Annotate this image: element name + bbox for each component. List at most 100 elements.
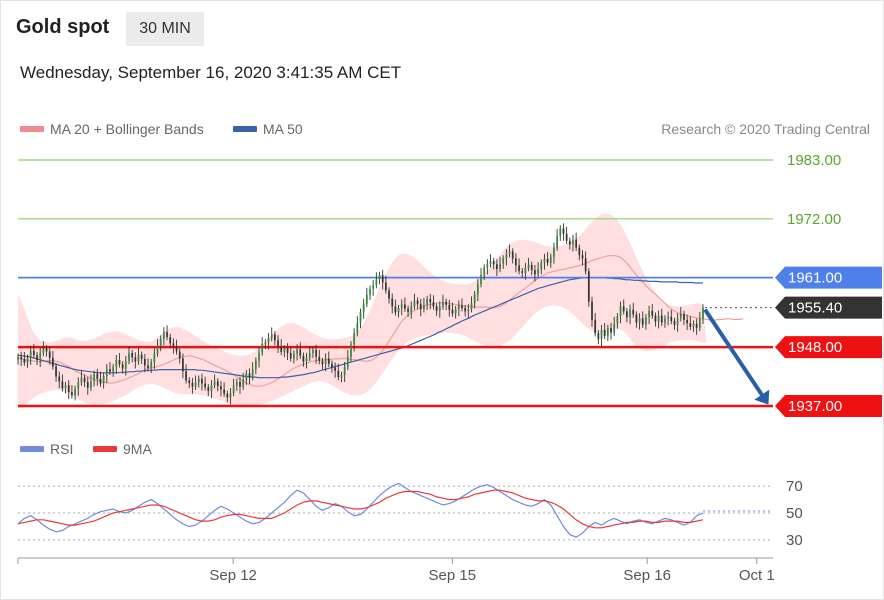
research-credit: Research © 2020 Trading Central bbox=[661, 121, 870, 137]
level-label-1937.00: 1937.00 bbox=[788, 398, 842, 415]
candle-body bbox=[61, 381, 64, 389]
level-tag-1937.00: 1937.00 bbox=[775, 395, 882, 417]
level-tag-1948.00: 1948.00 bbox=[775, 336, 882, 359]
level-tag-bg-1961.00 bbox=[775, 266, 882, 289]
candle-body bbox=[591, 301, 593, 320]
candle-body bbox=[156, 346, 159, 354]
candle-body bbox=[182, 358, 184, 372]
candle-body bbox=[670, 316, 673, 321]
candle-body bbox=[492, 261, 495, 265]
candle-body bbox=[289, 353, 292, 359]
candle-body bbox=[568, 240, 571, 245]
candle-body bbox=[58, 376, 61, 382]
candle-body bbox=[312, 349, 314, 354]
candle-body bbox=[556, 235, 558, 248]
candle-body bbox=[584, 258, 587, 272]
candle-body bbox=[210, 385, 213, 392]
candle-body bbox=[280, 346, 283, 352]
candle-body bbox=[600, 330, 603, 340]
candle-body bbox=[327, 358, 330, 364]
candle-body bbox=[207, 387, 210, 392]
candle-body bbox=[578, 247, 581, 256]
candle-body bbox=[248, 373, 251, 378]
candle-body bbox=[118, 360, 121, 365]
candle-body bbox=[445, 301, 447, 305]
rsi-series-9MA bbox=[17, 489, 704, 529]
candle-body bbox=[124, 361, 127, 369]
candle-body bbox=[293, 353, 295, 359]
candle-body bbox=[527, 264, 530, 269]
rsi-tick-50: 50 bbox=[786, 505, 803, 522]
candle-body bbox=[515, 258, 517, 266]
9ma-swatch bbox=[93, 446, 117, 452]
candle-body bbox=[194, 382, 197, 387]
level-label-1972.00: 1972.00 bbox=[787, 211, 841, 228]
9ma-label: 9MA bbox=[123, 441, 152, 457]
candle-body bbox=[426, 299, 428, 305]
candle-body bbox=[508, 251, 511, 255]
interval-button[interactable]: 30 MIN bbox=[126, 12, 204, 46]
candle-body bbox=[96, 373, 99, 379]
candle-body bbox=[616, 316, 619, 324]
candle-body bbox=[42, 348, 45, 354]
candle-body bbox=[423, 304, 425, 310]
candle-body bbox=[163, 332, 165, 339]
candle-body bbox=[381, 274, 384, 283]
candle-body bbox=[80, 377, 83, 383]
candle-body bbox=[86, 381, 89, 388]
candle-body bbox=[159, 338, 162, 347]
candle-body bbox=[575, 239, 578, 248]
candle-body bbox=[318, 356, 321, 362]
candle-body bbox=[413, 300, 416, 307]
candle-body bbox=[562, 228, 565, 234]
candle-body bbox=[464, 308, 467, 312]
candle-body bbox=[385, 282, 387, 291]
bollinger-band bbox=[18, 213, 707, 408]
candle-body bbox=[400, 304, 403, 309]
candle-body bbox=[55, 366, 57, 377]
candle-body bbox=[213, 381, 216, 386]
candle-body bbox=[619, 306, 622, 317]
candle-body bbox=[404, 304, 406, 309]
candle-body bbox=[603, 330, 606, 336]
candle-body bbox=[143, 358, 146, 366]
candle-body bbox=[232, 385, 235, 394]
candle-body bbox=[99, 378, 102, 384]
candle-body bbox=[416, 300, 419, 304]
candle-body bbox=[226, 393, 229, 398]
candle-body bbox=[52, 357, 54, 367]
candle-body bbox=[302, 355, 305, 362]
candle-body bbox=[667, 316, 669, 319]
candle-body bbox=[29, 350, 32, 358]
candle-body bbox=[597, 333, 600, 340]
candle-body bbox=[147, 365, 149, 369]
candle-body bbox=[676, 318, 679, 325]
candle-body bbox=[315, 349, 317, 357]
last-price-tag bbox=[775, 296, 882, 319]
candle-body bbox=[692, 323, 695, 327]
rsi-series-RSI bbox=[17, 482, 704, 538]
candle-body bbox=[530, 264, 533, 271]
bollinger-swatch bbox=[20, 126, 44, 132]
candle-body bbox=[362, 303, 365, 312]
candle-body bbox=[626, 311, 628, 318]
candle-body bbox=[448, 304, 451, 310]
candle-body bbox=[622, 306, 625, 312]
level-label-1961.00: 1961.00 bbox=[788, 270, 842, 287]
last-price-label: 1955.40 bbox=[788, 300, 842, 317]
candle-body bbox=[454, 309, 457, 314]
candle-body bbox=[683, 314, 685, 320]
candle-body bbox=[83, 377, 86, 382]
candle-body bbox=[201, 378, 203, 384]
candle-body bbox=[581, 255, 584, 259]
candle-body bbox=[261, 343, 264, 353]
candle-body bbox=[689, 323, 692, 327]
candle-body bbox=[394, 306, 397, 313]
candle-body bbox=[365, 294, 368, 304]
candle-body bbox=[635, 314, 638, 323]
chart-header: Gold spot 30 MIN bbox=[0, 0, 884, 48]
candle-body bbox=[216, 381, 219, 387]
candle-body bbox=[45, 348, 48, 352]
candle-body bbox=[546, 258, 549, 263]
candle-body bbox=[77, 382, 80, 389]
